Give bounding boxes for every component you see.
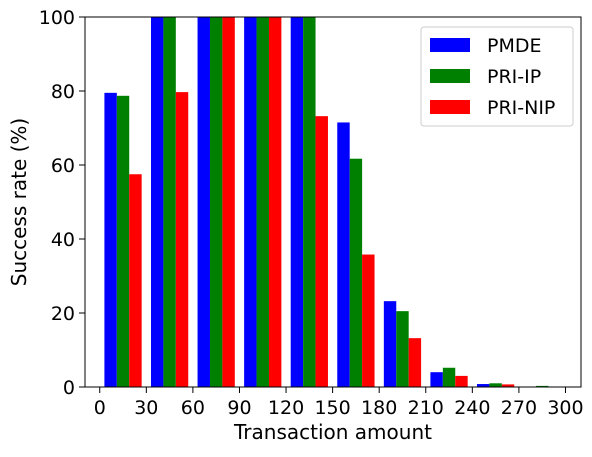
x-axis-label: Transaction amount	[233, 420, 432, 444]
bar-pri-ip-270	[535, 385, 549, 387]
x-tick-label: 120	[268, 397, 304, 419]
bar-pri-ip-0	[116, 95, 130, 387]
bar-pmde-90	[244, 17, 257, 387]
bar-pri-ip-90	[256, 17, 269, 387]
bar-pmde-60	[197, 17, 210, 387]
x-tick-label: 210	[408, 397, 444, 419]
y-tick-label: 40	[51, 229, 75, 251]
bar-pmde-30	[150, 17, 164, 387]
x-axis-ticks: 0 30 60 90 120 150 180 210 240 270 300	[94, 387, 584, 419]
bar-pmde-120	[290, 17, 304, 387]
y-tick-label: 60	[51, 155, 75, 177]
bar-pmde-150	[337, 122, 350, 387]
x-tick-label: 240	[454, 397, 490, 419]
y-tick-label: 80	[51, 81, 75, 103]
x-tick-label: 60	[181, 397, 205, 419]
x-tick-label: 150	[314, 397, 350, 419]
bar-pri-nip-60	[222, 17, 235, 387]
bar-pri-nip-30	[175, 92, 189, 388]
bar-pri-ip-240	[489, 383, 502, 387]
bar-pmde-210	[430, 372, 443, 387]
y-axis-ticks: 0 20 40 60 80 100	[39, 7, 85, 399]
legend-swatch-pmde	[430, 38, 470, 52]
legend-swatch-pri-nip	[430, 100, 470, 114]
x-tick-label: 180	[361, 397, 397, 419]
legend-label-pmde: PMDE	[487, 35, 542, 57]
y-tick-label: 100	[39, 7, 75, 29]
bar-pri-nip-0	[129, 174, 142, 387]
x-tick-label: 30	[134, 397, 158, 419]
bar-pri-ip-120	[303, 17, 316, 387]
x-tick-label: 300	[547, 397, 583, 419]
bar-pri-ip-150	[349, 158, 363, 387]
bar-pri-ip-180	[396, 311, 409, 387]
bar-pri-nip-180	[408, 338, 422, 387]
bar-pri-nip-120	[315, 116, 328, 387]
x-tick-label: 90	[227, 397, 251, 419]
bar-pri-ip-210	[442, 367, 456, 387]
bar-pri-ip-60	[209, 17, 223, 387]
bar-pmde-240	[476, 384, 490, 387]
bar-pri-nip-150	[362, 254, 375, 387]
x-tick-label: 270	[501, 397, 537, 419]
bar-pmde-180	[383, 301, 397, 387]
legend: PMDE PRI-IP PRI-NIP	[420, 26, 574, 127]
bar-pri-nip-90	[268, 17, 282, 387]
legend-label-pri-nip: PRI-NIP	[487, 97, 555, 119]
y-axis-label: Success rate (%)	[7, 118, 31, 286]
bar-pri-nip-240	[501, 384, 515, 387]
legend-swatch-pri-ip	[430, 69, 470, 83]
y-tick-label: 0	[63, 377, 75, 399]
bars-layer	[104, 17, 549, 388]
bar-pri-ip-30	[163, 17, 176, 387]
y-tick-label: 20	[51, 303, 75, 325]
bar-pmde-0	[104, 92, 117, 387]
legend-label-pri-ip: PRI-IP	[487, 66, 541, 88]
bar-pri-nip-210	[455, 375, 468, 387]
x-tick-label: 0	[94, 397, 106, 419]
